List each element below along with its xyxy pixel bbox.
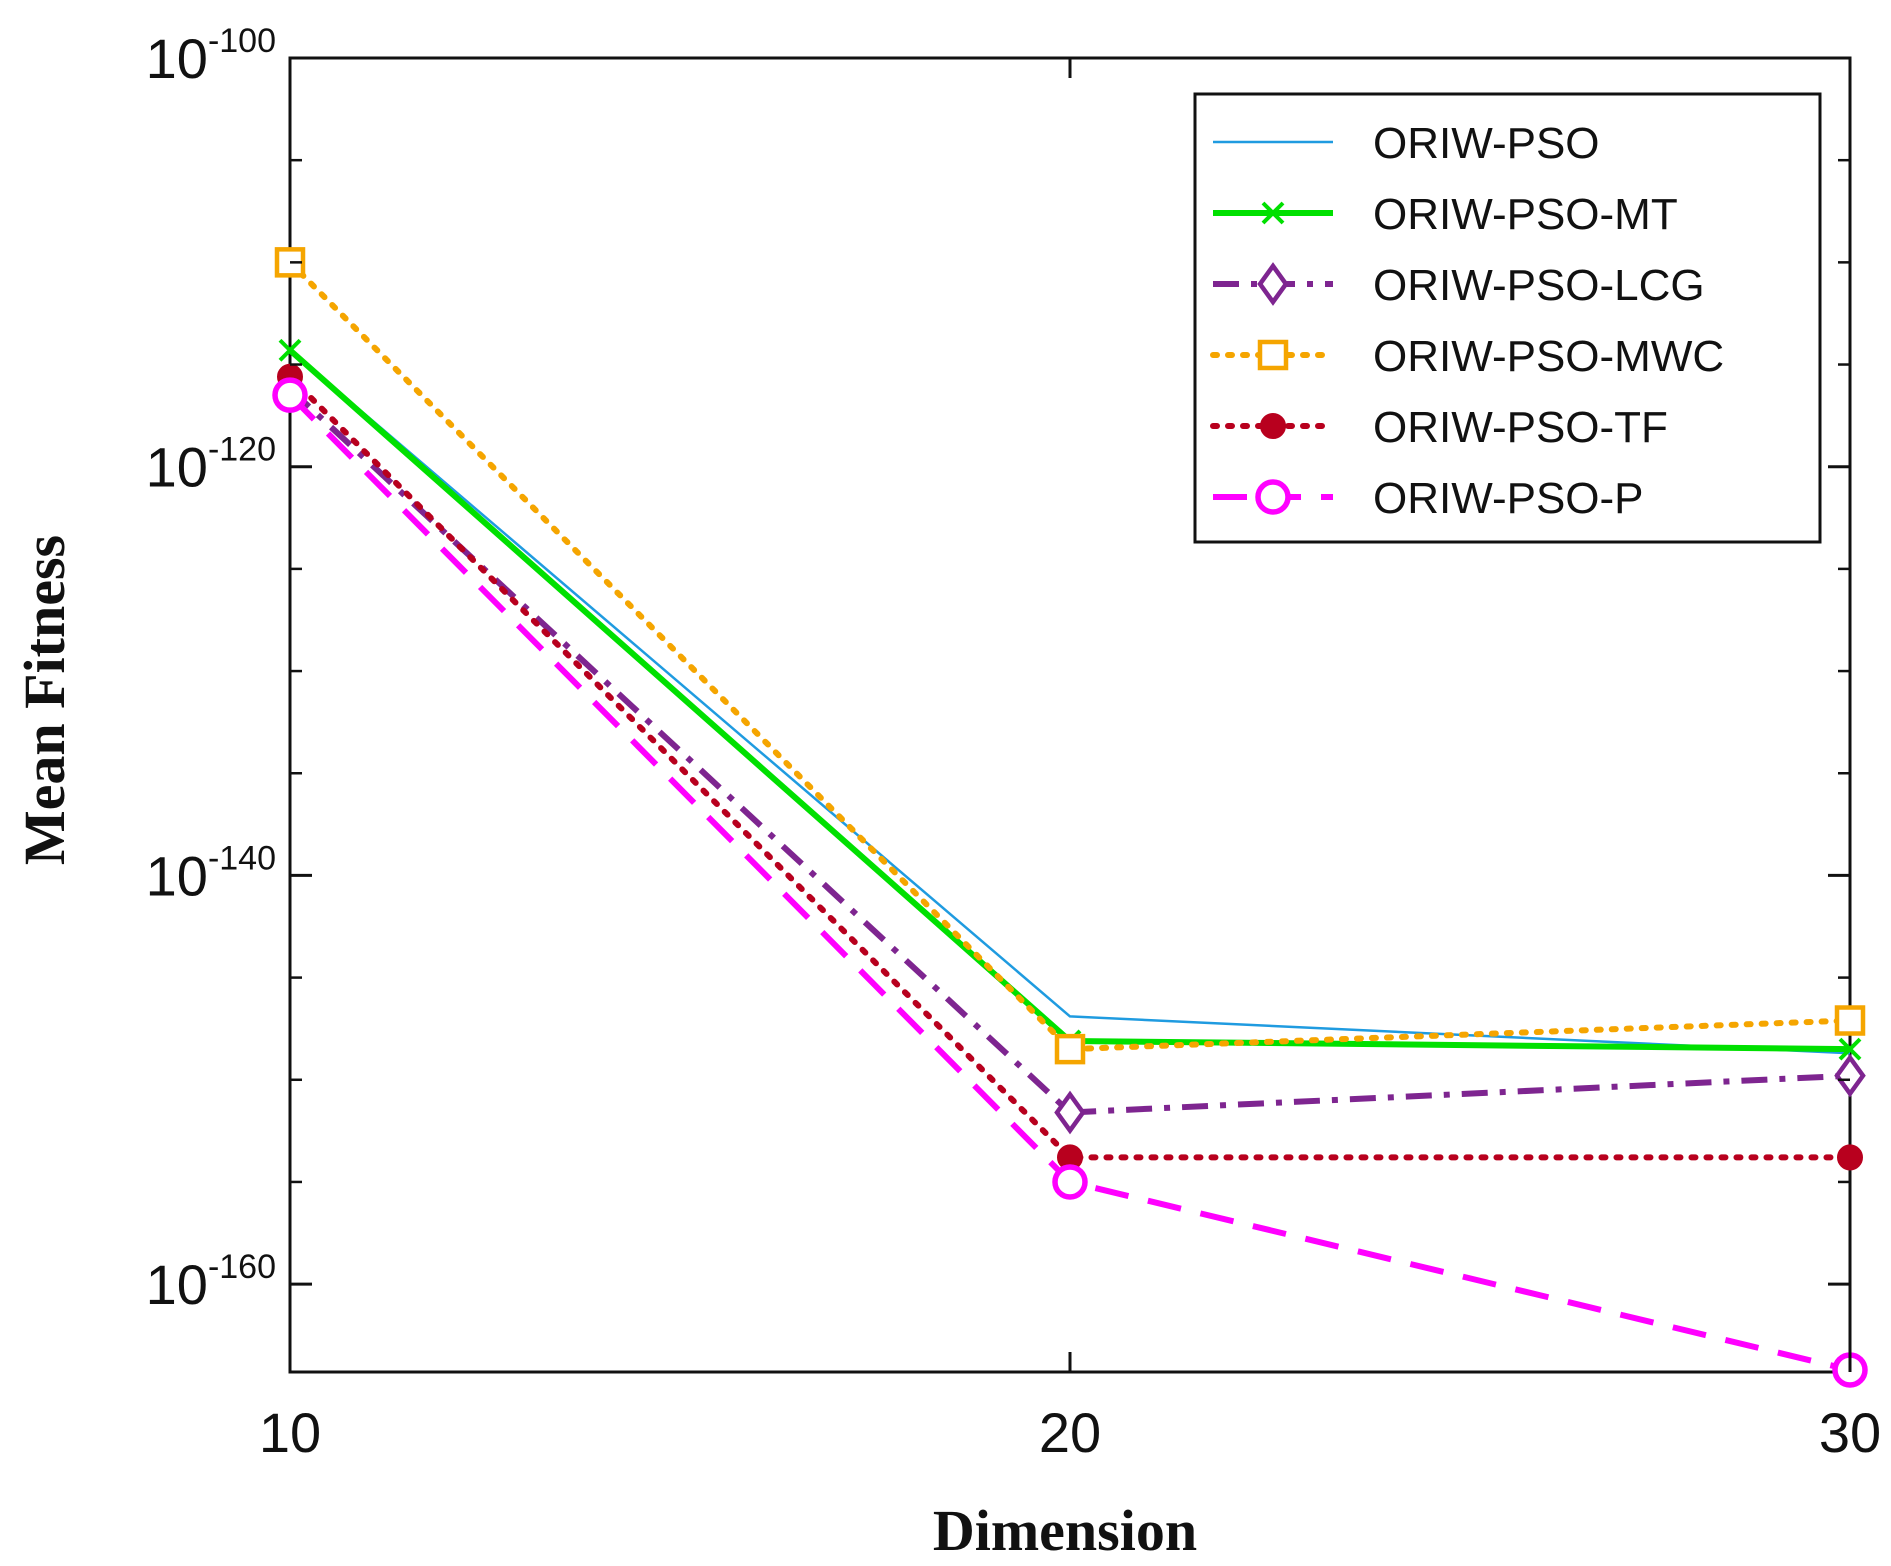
series-oriw-pso-p [272,377,1868,1388]
data-point [1838,1037,1862,1061]
data-point [1834,1053,1866,1098]
legend-marker [1257,262,1289,306]
legend: ORIW-PSO ORIW-PSO-MT ORIW-PSO-LCG ORIW-PSO-… [1193,92,1822,544]
data-point [1052,1164,1088,1200]
data-point [272,377,308,413]
series-line [287,386,1851,1116]
legend-marker [1261,201,1285,225]
series-oriw-pso [289,349,1851,1055]
x-axis-label: Dimension [933,1498,1197,1563]
y-tick-label: 10-120 [146,431,276,499]
legend-entry: ORIW-PSO-TF [1210,403,1668,452]
series-line [289,349,1851,1055]
legend-entry: ORIW-PSO [1213,119,1600,168]
legend-label: ORIW-PSO-TF [1373,403,1668,452]
legend-entry: ORIW-PSO-MWC [1210,332,1724,381]
series-line [287,373,1853,1161]
x-tick-label: 20 [1039,1401,1101,1464]
y-axis-label: Mean Fitness [12,535,77,865]
legend-marker [1260,413,1286,439]
tick-layer: 10 20 30 10-100 10-120 10-140 10-160 [146,22,1882,1464]
legend-marker [1257,339,1289,371]
legend-label: ORIW-PSO-LCG [1373,261,1705,310]
x-tick-label: 30 [1819,1401,1881,1464]
legend-label: ORIW-PSO-MWC [1373,332,1724,381]
data-point [1834,1005,1866,1036]
series-layer [272,247,1868,1388]
y-tick-label: 10-140 [146,839,276,907]
y-tick-label: 10-100 [146,22,276,90]
series-oriw-pso-tf [277,363,1863,1171]
data-point [1054,1090,1086,1135]
legend-box [1193,92,1822,544]
y-tick-label: 10-160 [146,1248,276,1316]
legend-entry: ORIW-PSO-LCG [1213,261,1705,310]
legend-entry: ORIW-PSO-MT [1213,190,1678,239]
legend-label: ORIW-PSO [1373,119,1600,168]
data-point [1054,1033,1086,1065]
data-point [1837,1144,1863,1171]
legend-marker [1255,479,1291,515]
legend-label: ORIW-PSO-P [1373,474,1644,523]
legend-label: ORIW-PSO-MT [1373,190,1678,239]
data-point [278,338,302,362]
legend-entry: ORIW-PSO-P [1213,474,1644,523]
x-tick-label: 10 [259,1401,321,1464]
